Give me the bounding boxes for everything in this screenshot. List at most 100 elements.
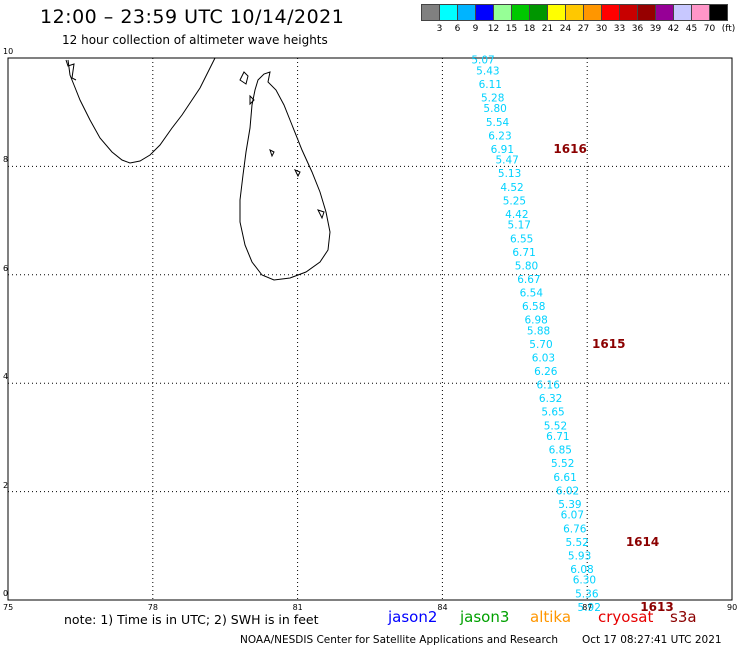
color-scale-label: 12: [487, 24, 500, 34]
map-grid: [7, 57, 733, 601]
wave-height-value: 5.65: [541, 407, 564, 419]
color-swatch: [493, 4, 512, 21]
wave-height-value: 5.28: [481, 92, 504, 104]
coastline: [65, 57, 331, 281]
color-swatch: [673, 4, 692, 21]
wave-height-value: 5.36: [575, 588, 599, 600]
wave-height-value: 6.91: [491, 144, 514, 156]
coastline-india-detail: [65, 59, 77, 81]
color-scale-label: 42: [667, 24, 680, 34]
wave-height-track: 5.075.436.115.285.805.546.236.915.475.13…: [471, 54, 601, 613]
longitude-tick-label: 87: [582, 603, 593, 612]
color-swatch: [565, 4, 584, 21]
coastline-india: [67, 57, 216, 164]
wave-height-value: 6.32: [539, 393, 562, 405]
wave-height-value: 6.23: [488, 130, 511, 142]
map-title: 12:00 – 23:59 UTC 10/14/2021: [40, 6, 345, 28]
longitude-tick-label: 84: [437, 603, 448, 612]
pass-time-label: 1615: [592, 337, 625, 351]
coastline-sri-lanka: [239, 71, 331, 281]
wave-height-value: 6.71: [512, 247, 535, 259]
color-scale-label: 39: [649, 24, 662, 34]
latitude-tick-label: 8: [3, 155, 9, 165]
wave-height-value: 5.47: [495, 155, 518, 167]
color-swatch: [655, 4, 674, 21]
color-scale-label: 30: [595, 24, 608, 34]
wave-height-value: 5.25: [503, 195, 526, 207]
generated-timestamp: Oct 17 08:27:41 UTC 2021: [582, 634, 722, 646]
wave-height-value: 6.11: [479, 79, 502, 91]
color-scale-label: 18: [523, 24, 536, 34]
wave-height-value: 6.30: [573, 575, 596, 587]
coastline-islands: [269, 149, 325, 220]
color-swatch: [619, 4, 638, 21]
color-swatch: [637, 4, 656, 21]
color-swatch: [691, 4, 710, 21]
wave-height-value: 6.61: [553, 472, 576, 484]
color-scale-label: 6: [454, 24, 461, 34]
longitude-tick-label: 81: [292, 603, 303, 612]
wave-height-value: 5.80: [515, 260, 538, 272]
wave-height-value: 5.13: [498, 168, 521, 180]
color-scale-label: 36: [631, 24, 644, 34]
color-scale-label: 24: [559, 24, 572, 34]
wave-height-value: 5.43: [476, 65, 499, 77]
satellite-name-s3a: s3a: [670, 608, 697, 626]
wave-height-value: 6.76: [563, 523, 587, 535]
wave-height-value: 6.85: [549, 445, 572, 457]
footer-note: note: 1) Time is in UTC; 2) SWH is in fe…: [64, 612, 319, 627]
wave-height-value: 5.93: [568, 550, 591, 562]
color-swatch: [421, 4, 440, 21]
wave-height-value: 4.42: [505, 209, 528, 221]
wave-height-value: 5.80: [483, 103, 506, 115]
color-scale-label: 9: [472, 24, 479, 34]
satellite-name-jason2: jason2: [388, 608, 438, 626]
color-scale-label: 15: [505, 24, 518, 34]
color-scale-label: 33: [613, 24, 626, 34]
wave-height-value: 6.07: [561, 510, 584, 522]
color-scale-label: 45: [685, 24, 698, 34]
wave-height-value: 6.98: [524, 315, 547, 327]
wave-height-value: 5.70: [529, 339, 552, 351]
wave-height-value: 5.07: [471, 54, 494, 66]
wave-height-value: 6.55: [510, 233, 533, 245]
wave-height-value: 6.08: [570, 564, 593, 576]
latitude-tick-label: 0: [3, 589, 9, 598]
longitude-tick-label: 90: [727, 603, 738, 612]
color-swatch: [601, 4, 620, 21]
wave-height-value: 6.71: [546, 431, 569, 443]
wave-height-value: 4.52: [500, 182, 523, 194]
wave-height-value: 6.16: [537, 380, 561, 392]
wave-height-value: 6.58: [522, 301, 545, 313]
map-subtitle: 12 hour collection of altimeter wave hei…: [62, 33, 328, 47]
wave-height-value: 6.03: [532, 353, 555, 365]
credit-text: NOAA/NESDIS Center for Satellite Applica…: [240, 634, 558, 646]
latitude-tick-label: 2: [3, 480, 9, 490]
color-scale-unit: (ft): [721, 24, 736, 34]
wave-height-value: 5.17: [508, 220, 531, 232]
color-scale-label: 27: [577, 24, 590, 34]
wave-height-value: 6.26: [534, 366, 558, 378]
pass-time-label: 1614: [626, 535, 659, 549]
pass-time-labels: 1616 1615 1614 1613: [553, 142, 673, 614]
latitude-tick-label: 4: [3, 372, 9, 382]
wave-height-value: 5.39: [558, 499, 581, 511]
longitude-tick-label: 78: [147, 603, 158, 612]
color-swatch: [583, 4, 602, 21]
color-swatch: [457, 4, 476, 21]
satellite-name-altika: altika: [530, 608, 572, 626]
wave-height-value: 6.54: [520, 287, 544, 299]
pass-time-label: 1613: [640, 600, 673, 614]
wave-height-value: 5.92: [578, 602, 601, 614]
wave-height-value: 5.52: [551, 458, 574, 470]
color-swatch: [439, 4, 458, 21]
map-frame: [7, 57, 733, 601]
color-scale-label: 3: [436, 24, 443, 34]
color-swatch: [529, 4, 548, 21]
wave-height-value: 5.52: [565, 537, 588, 549]
coastline-mannar: [239, 71, 255, 106]
latitude-tick-label: 6: [3, 263, 9, 273]
color-swatch: [511, 4, 530, 21]
color-scale-label: 21: [541, 24, 554, 34]
